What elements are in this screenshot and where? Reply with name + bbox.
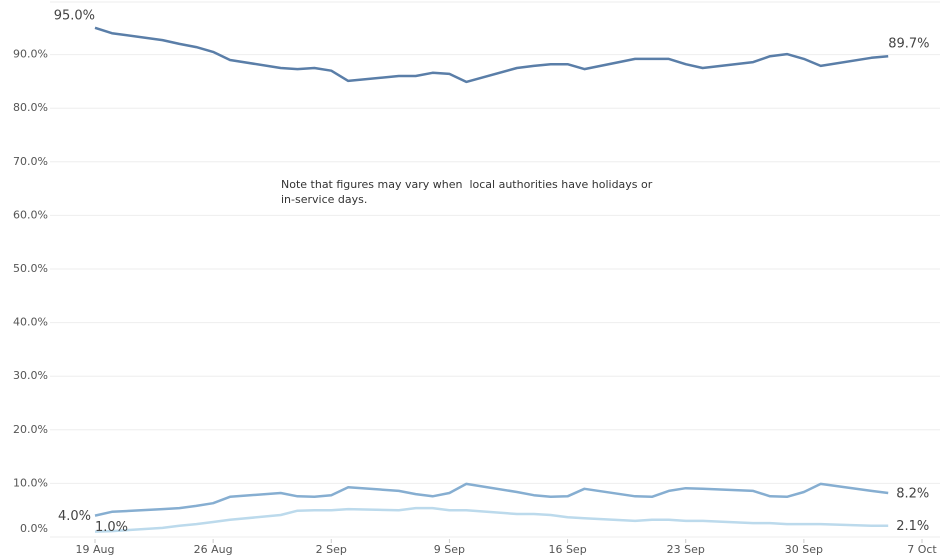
x-tick-label: 16 Sep [548,543,586,556]
x-tick-label: 9 Sep [434,543,465,556]
x-tick-label: 19 Aug [76,543,115,556]
y-tick-label: 80.0% [13,101,48,114]
data-label: 8.2% [896,487,929,502]
data-label: 2.1% [896,519,929,534]
data-label: 95.0% [54,8,95,23]
y-tick-label: 40.0% [13,316,48,329]
data-label: 89.7% [888,37,929,52]
series-line [94,26,889,84]
y-tick-label: 0.0% [20,522,48,535]
annotation: Note that figures may vary when local au… [281,178,653,191]
y-tick-label: 60.0% [13,208,48,221]
y-tick-label: 10.0% [13,476,48,489]
x-tick-label: 2 Sep [316,543,347,556]
annotation: in-service days. [281,193,367,206]
y-tick-label: 20.0% [13,423,48,436]
x-tick-label: 26 Aug [194,543,233,556]
y-tick-label: 50.0% [13,262,48,275]
y-tick-label: 70.0% [13,155,48,168]
y-tick-label: 90.0% [13,48,48,61]
y-tick-label: 30.0% [13,369,48,382]
series-line [94,506,889,533]
x-tick-label: 7 Oct [907,543,937,556]
x-tick-label: 23 Sep [667,543,705,556]
data-label: 1.0% [95,520,128,535]
series-line [94,482,889,517]
x-tick-label: 30 Sep [785,543,823,556]
data-label: 4.0% [58,509,91,524]
